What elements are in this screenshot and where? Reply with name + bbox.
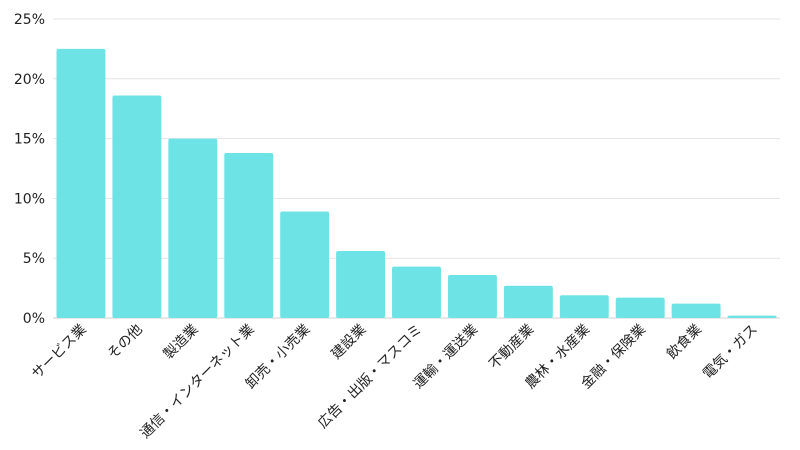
y-tick-label: 20%	[14, 72, 45, 88]
bar	[503, 285, 553, 318]
x-tick-label: 広告・出版・マスコミ	[315, 322, 425, 432]
bar	[671, 303, 721, 318]
bar	[56, 48, 106, 319]
bar	[168, 138, 218, 318]
x-tick-label: サービス業	[29, 322, 90, 383]
x-tick-label: 飲食業	[663, 321, 705, 363]
bar	[615, 297, 665, 318]
y-tick-label: 15%	[14, 132, 45, 148]
bar	[559, 295, 609, 318]
x-tick-label: 不動産業	[486, 322, 537, 373]
x-tick-label: 建設業	[328, 322, 369, 363]
y-axis-tick-labels: 0% 5% 10% 15% 20% 25%	[14, 12, 45, 327]
x-tick-label: 電気・ガス	[700, 322, 761, 383]
bar	[224, 152, 274, 318]
bar	[392, 266, 441, 318]
bars	[56, 48, 777, 319]
bar	[112, 95, 162, 318]
y-tick-label: 10%	[14, 191, 45, 207]
bar	[336, 251, 386, 318]
bar	[447, 274, 497, 318]
y-tick-label: 5%	[23, 251, 45, 267]
bar	[727, 315, 777, 318]
x-tick-label: その他	[105, 322, 146, 363]
x-tick-label: 製造業	[161, 322, 202, 363]
bar	[280, 211, 330, 318]
y-tick-label: 0%	[23, 311, 45, 327]
x-tick-label: 通信・インターネット業	[137, 322, 257, 442]
y-tick-label: 25%	[14, 12, 45, 28]
